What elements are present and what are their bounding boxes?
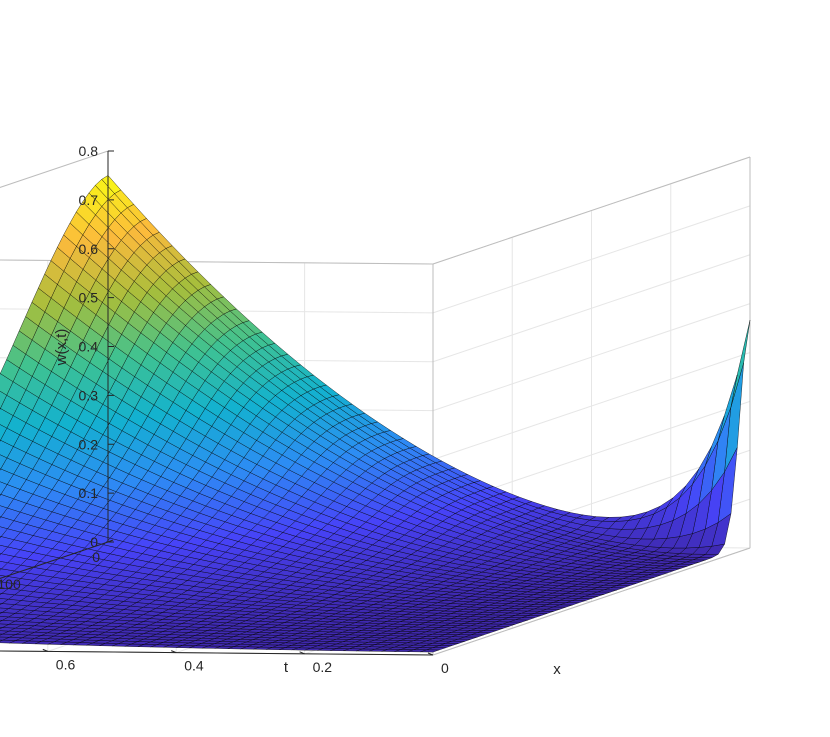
z-axis-label: w(x,t) — [53, 329, 70, 367]
grid-line-z-side-6 — [432, 254, 751, 363]
surface — [0, 175, 751, 653]
surface-patch — [0, 633, 3, 636]
t-axis-line — [0, 541, 109, 579]
x-tick — [171, 650, 177, 654]
axes: 00.10.20.30.40.50.60.70.8010020030040000… — [0, 143, 449, 676]
surface-patch — [0, 505, 8, 518]
pane-edge-6 — [432, 547, 751, 656]
grid-line-z-side-4 — [432, 352, 751, 460]
z-tick-label: 0.7 — [79, 192, 99, 208]
x-axis-line — [0, 650, 434, 656]
z-tick-label: 0 — [90, 534, 98, 550]
surface-patch — [0, 481, 8, 495]
z-tick-label: 0.8 — [79, 143, 99, 159]
z-tick-label: 0.2 — [79, 436, 99, 452]
x-tick — [299, 651, 305, 655]
surface-patch — [0, 587, 9, 594]
surface-patch — [0, 526, 8, 537]
t-tick — [28, 566, 34, 570]
t-tick-label: 0 — [92, 549, 100, 565]
grid-line-z-side-5 — [432, 303, 751, 412]
x-tick-label: 0.2 — [313, 659, 333, 675]
t-axis-label: t — [284, 659, 289, 676]
z-tick-label: 0.1 — [79, 485, 99, 501]
pane-edge-2 — [432, 156, 751, 265]
surface-patch — [0, 561, 9, 570]
z-tick-label: 0.6 — [79, 241, 99, 257]
z-tick-label: 0.5 — [79, 290, 99, 306]
x-tick — [427, 652, 434, 656]
surface-patch — [0, 424, 8, 441]
x-tick-label: 0.6 — [56, 656, 76, 672]
z-tick-label: 0.3 — [79, 387, 99, 403]
grid-line-z-side-7 — [432, 205, 751, 314]
x-axis-label: x — [553, 661, 561, 678]
t-tick-label: 100 — [0, 576, 21, 592]
pane-edge-0 — [0, 150, 109, 188]
surface-patch — [0, 544, 9, 554]
surface-patch — [0, 607, 10, 613]
surface-patch — [0, 619, 4, 622]
surface-patch — [0, 454, 8, 470]
x-tick-label: 0.4 — [184, 658, 204, 674]
x-tick-label: 0 — [441, 660, 449, 676]
surface-patch — [0, 390, 7, 409]
x-tick — [42, 648, 48, 652]
surface-patch — [101, 175, 122, 194]
t-tick — [107, 539, 114, 543]
surface-patch — [0, 575, 9, 583]
z-tick-label: 0.4 — [79, 339, 99, 355]
surface-patch — [0, 639, 3, 642]
surface-patch — [0, 598, 9, 604]
